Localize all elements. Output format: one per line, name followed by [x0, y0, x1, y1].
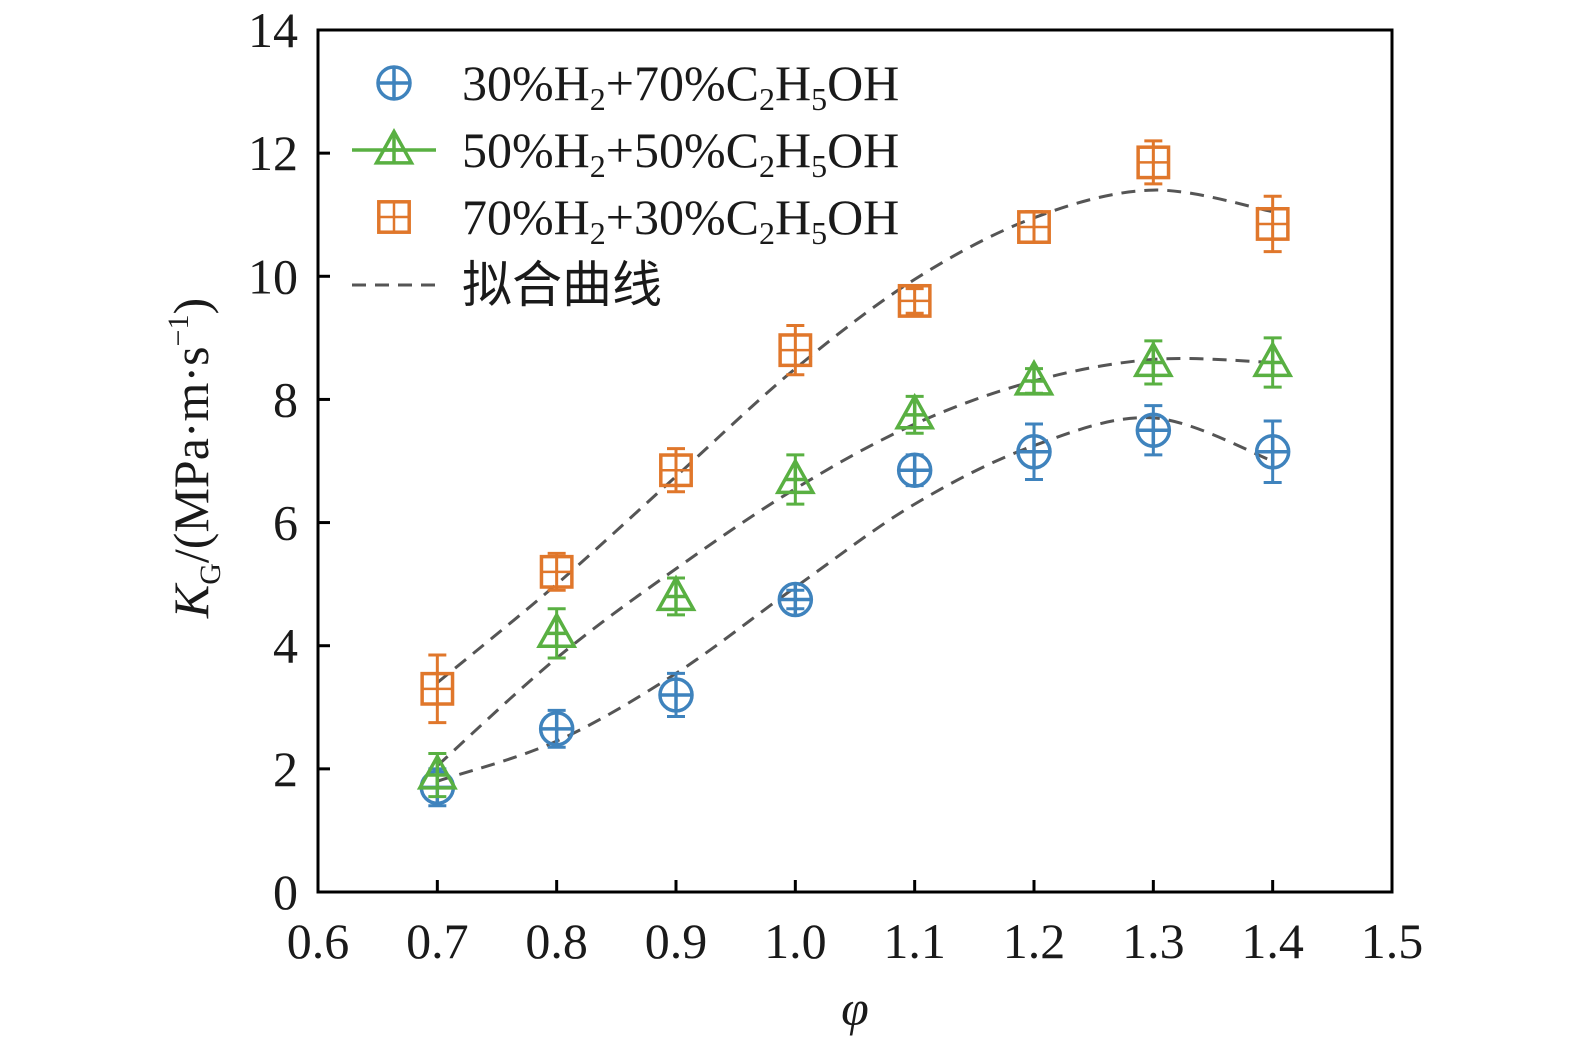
y-axis-title-unit-close: ) [163, 298, 219, 315]
data-point [659, 447, 693, 494]
data-point [658, 671, 694, 719]
data-point [1016, 422, 1052, 481]
x-tick-label: 1.4 [1241, 913, 1304, 969]
x-tick-label: 1.2 [1003, 913, 1066, 969]
legend-text-part: OH [827, 189, 899, 245]
y-axis-title-unit: /(MPa·m·s [163, 346, 219, 563]
x-tick-label: 1.1 [883, 913, 946, 969]
legend-text-part: OH [827, 55, 899, 111]
legend-subscript: 2 [590, 215, 606, 251]
y-tick-label: 4 [273, 618, 298, 674]
legend-item-fit: 拟合曲线 [352, 257, 662, 313]
legend-subscript: 2 [590, 81, 606, 117]
y-axis-title: KG/(MPa·m·s−1) [162, 298, 227, 619]
y-tick-label: 6 [273, 495, 298, 551]
legend-subscript: 5 [811, 148, 827, 184]
y-tick-label: 2 [273, 741, 298, 797]
y-axis-title-symbol: K [163, 582, 219, 619]
y-axis-title-exponent: −1 [162, 315, 195, 347]
marker-triangle [1013, 358, 1055, 396]
x-tick-label: 1.3 [1122, 913, 1185, 969]
legend-text-part: 50%H [462, 122, 590, 178]
legend-label: 30%H2+70%C2H5OH [462, 55, 899, 117]
data-point [1017, 210, 1051, 244]
legend-subscript: 5 [811, 215, 827, 251]
data-point [774, 453, 816, 506]
data-point [896, 452, 933, 488]
x-tick-label: 0.7 [406, 913, 469, 969]
y-tick-label: 12 [248, 125, 298, 181]
legend-text-part: H [775, 122, 811, 178]
data-point [538, 708, 575, 749]
y-axis-ticks: 0 2 4 6 8 10 12 14 [248, 2, 330, 920]
plot-frame [316, 28, 1394, 894]
legend-text-part: +50%C [606, 122, 759, 178]
data-point [1136, 139, 1171, 186]
y-tick-label: 0 [273, 864, 298, 920]
fit-curve [436, 357, 1273, 767]
legend: 30%H2+70%C2H5OH50%H2+50%C2H5OH70%H2+30%C… [352, 55, 899, 313]
series-square-plus [420, 139, 1290, 725]
series-circle-plus [419, 404, 1291, 808]
data-point [539, 551, 574, 592]
legend-subscript: 2 [759, 215, 775, 251]
data-point [536, 607, 578, 660]
series-triangle-plus [416, 336, 1294, 799]
legend-text-part: H [775, 189, 811, 245]
data-points [416, 139, 1294, 808]
legend-text-part: H [775, 55, 811, 111]
data-point [894, 392, 936, 435]
legend-label: 70%H2+30%C2H5OH [462, 189, 899, 251]
data-point [1132, 339, 1174, 386]
data-point [777, 581, 814, 618]
data-point [416, 751, 458, 799]
data-point [1013, 358, 1055, 396]
legend-subscript: 2 [759, 81, 775, 117]
data-point [778, 324, 813, 377]
x-tick-label: 0.8 [525, 913, 588, 969]
x-axis-title: φ [841, 980, 869, 1036]
data-point [1135, 404, 1172, 457]
legend-subscript: 2 [759, 148, 775, 184]
x-tick-label: 0.9 [645, 913, 708, 969]
y-tick-label: 14 [248, 2, 298, 58]
data-point [655, 574, 697, 617]
legend-item: 50%H2+50%C2H5OH [352, 122, 899, 184]
data-point [1254, 419, 1291, 485]
legend-text-part: +70%C [606, 55, 759, 111]
legend-text-part: +30%C [606, 189, 759, 245]
legend-label-fit: 拟合曲线 [462, 257, 662, 313]
x-tick-label: 1.0 [764, 913, 827, 969]
legend-text-part: OH [827, 122, 899, 178]
y-tick-label: 8 [273, 371, 298, 427]
x-tick-label: 1.5 [1361, 913, 1424, 969]
fit-curve [436, 188, 1273, 684]
legend-item: 30%H2+70%C2H5OH [376, 55, 899, 117]
fit-curve [436, 416, 1274, 783]
x-axis-ticks: 0.6 0.7 0.8 0.9 1.0 1.1 1.2 1.3 1.4 1.5 [287, 880, 1424, 969]
legend-label: 50%H2+50%C2H5OH [462, 122, 899, 184]
legend-text-part: 70%H [462, 189, 590, 245]
data-point [420, 653, 455, 725]
legend-item: 70%H2+30%C2H5OH [377, 189, 899, 251]
legend-subscript: 2 [590, 148, 606, 184]
legend-subscript: 5 [811, 81, 827, 117]
data-point [897, 283, 932, 318]
y-axis-title-subscript: G [194, 563, 227, 585]
y-tick-label: 10 [248, 248, 298, 304]
legend-text-part: 30%H [462, 55, 590, 111]
data-point [1252, 336, 1294, 389]
data-point [1255, 194, 1290, 254]
x-tick-label: 0.6 [287, 913, 350, 969]
